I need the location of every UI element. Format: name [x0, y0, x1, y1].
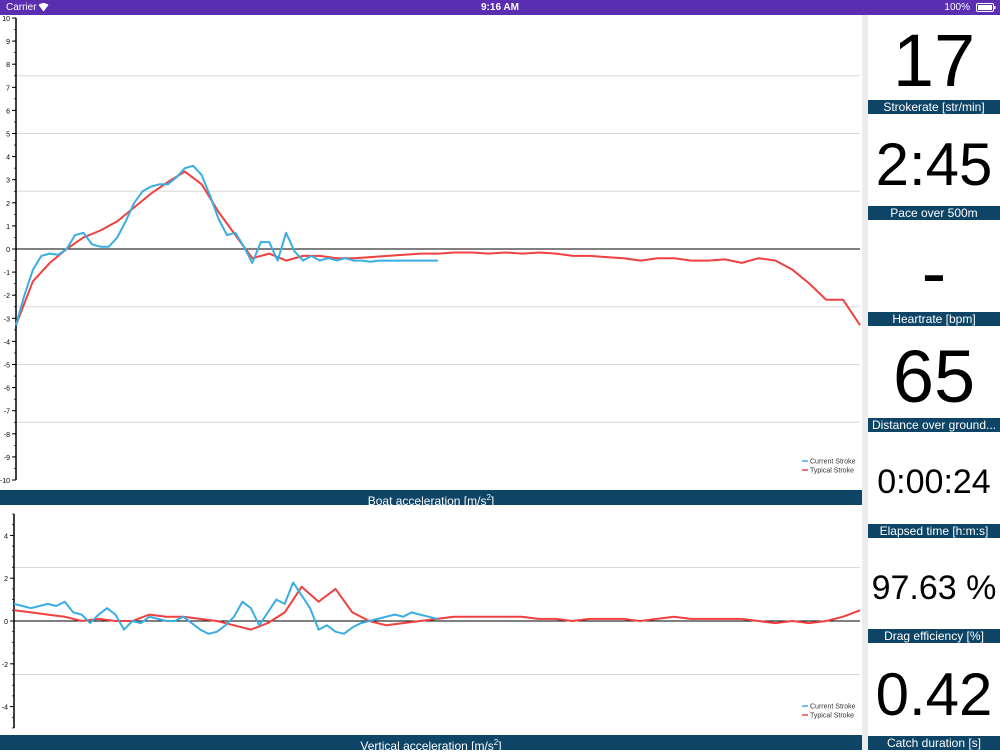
boat-acceleration-title: Boat acceleration [m/s2] — [0, 490, 862, 508]
legend-label: Current Stroke — [810, 704, 856, 711]
metric-label: Strokerate [str/min] — [868, 100, 1000, 114]
y-tick-label: 5 — [6, 132, 10, 139]
y-tick-label: 9 — [6, 39, 10, 46]
series-line-typical-stroke — [13, 585, 861, 631]
carrier-label: Carrier — [6, 2, 37, 13]
metric-value: - — [921, 231, 947, 314]
metric-label: Pace over 500m — [868, 206, 1000, 220]
vertical-acceleration-plot: -4 -2 0 2 4 Current Stroke Typical Stroke — [2, 513, 861, 729]
y-tick-label: 0 — [6, 247, 10, 254]
y-tick-label: 2 — [6, 201, 10, 208]
metric-distance: 65 Distance over ground... — [868, 333, 1000, 433]
metric-value: 97.63 % — [871, 569, 997, 607]
vertical-acceleration-chart: -4 -2 0 2 4 Current Stroke Typical Stroke Vert… — [0, 508, 862, 753]
y-tick-label: 7 — [6, 85, 10, 92]
metric-label: Drag efficiency [%] — [868, 629, 1000, 643]
boat-acceleration-chart: -10 -9 -8 -7 -6 -5 -4 -3 -2 -1 0 1 2 3 4 5 6 7 8 9 10 Current… — [0, 15, 862, 508]
metric-value: 65 — [892, 335, 976, 418]
y-tick-label: -2 — [2, 662, 8, 669]
metric-label: Catch duration [s] — [868, 736, 1000, 750]
battery-icon — [976, 3, 996, 12]
metric-pace: 2:45 Pace over 500m — [868, 121, 1000, 221]
y-tick-label: 4 — [6, 155, 10, 162]
legend-label: Current Stroke — [810, 459, 856, 466]
y-tick-label: 6 — [6, 108, 10, 115]
panel-divider — [862, 15, 868, 750]
y-tick-label: -9 — [4, 455, 10, 462]
y-tick-label: -5 — [4, 363, 10, 370]
y-tick-label: -3 — [4, 316, 10, 323]
y-tick-label: -4 — [2, 705, 8, 712]
y-tick-label: -1 — [4, 270, 10, 277]
y-tick-label: -10 — [0, 478, 10, 485]
metric-elapsed-time: 0:00:24 Elapsed time [h:m:s] — [868, 439, 1000, 539]
y-tick-label: -6 — [4, 386, 10, 393]
metric-drag-efficiency: 97.63 % Drag efficiency [%] — [868, 545, 1000, 645]
y-tick-label: -4 — [4, 339, 10, 346]
metric-value: 17 — [892, 19, 976, 102]
chart-title-superscript: 2 — [493, 738, 499, 747]
y-tick-label: 0 — [4, 619, 8, 626]
series-line-typical-stroke — [15, 170, 861, 326]
battery-percent: 100% — [944, 2, 970, 13]
chart-title-end: ] — [498, 739, 502, 753]
metric-strokerate: 17 Strokerate [str/min] — [868, 15, 1000, 115]
metric-heartrate: - Heartrate [bpm] — [868, 227, 1000, 327]
y-tick-label: -2 — [4, 293, 10, 300]
series-line-current-stroke — [13, 581, 438, 635]
legend-label: Typical Stroke — [810, 468, 854, 475]
chart-title-text: Vertical acceleration [m/s — [360, 739, 494, 753]
clock: 9:16 AM — [481, 2, 519, 13]
chart-title-text: Boat acceleration [m/s — [367, 494, 487, 508]
y-tick-label: 2 — [4, 576, 8, 583]
metric-label: Distance over ground... — [868, 418, 1000, 432]
metric-value: 0:00:24 — [877, 463, 991, 501]
y-tick-label: 10 — [2, 16, 10, 23]
y-tick-label: 3 — [6, 178, 10, 185]
legend-label: Typical Stroke — [810, 713, 854, 720]
chart-title-superscript: 2 — [486, 493, 491, 502]
y-tick-label: 8 — [6, 62, 10, 69]
boat-acceleration-plot: -10-9-8-7-6-5-4-3-2-1012345678910Current… — [0, 16, 861, 485]
status-bar: Carrier 9:16 AM 100% — [0, 0, 1000, 15]
series-line-current-stroke — [15, 164, 438, 326]
y-tick-label: -7 — [4, 409, 10, 416]
metric-value: 2:45 — [875, 131, 993, 198]
vertical-acceleration-title: Vertical acceleration [m/s2] — [0, 735, 862, 753]
metric-value: 0.42 — [875, 661, 993, 728]
chart-title-end: ] — [490, 494, 495, 508]
y-tick-label: 4 — [4, 533, 8, 540]
metric-catch-duration: 0.42 Catch duration [s] — [868, 651, 1000, 750]
y-tick-label: 1 — [6, 224, 10, 231]
metric-label: Elapsed time [h:m:s] — [868, 524, 1000, 538]
wifi-icon — [38, 3, 49, 12]
metric-label: Heartrate [bpm] — [868, 312, 1000, 326]
y-tick-label: -8 — [4, 432, 10, 439]
